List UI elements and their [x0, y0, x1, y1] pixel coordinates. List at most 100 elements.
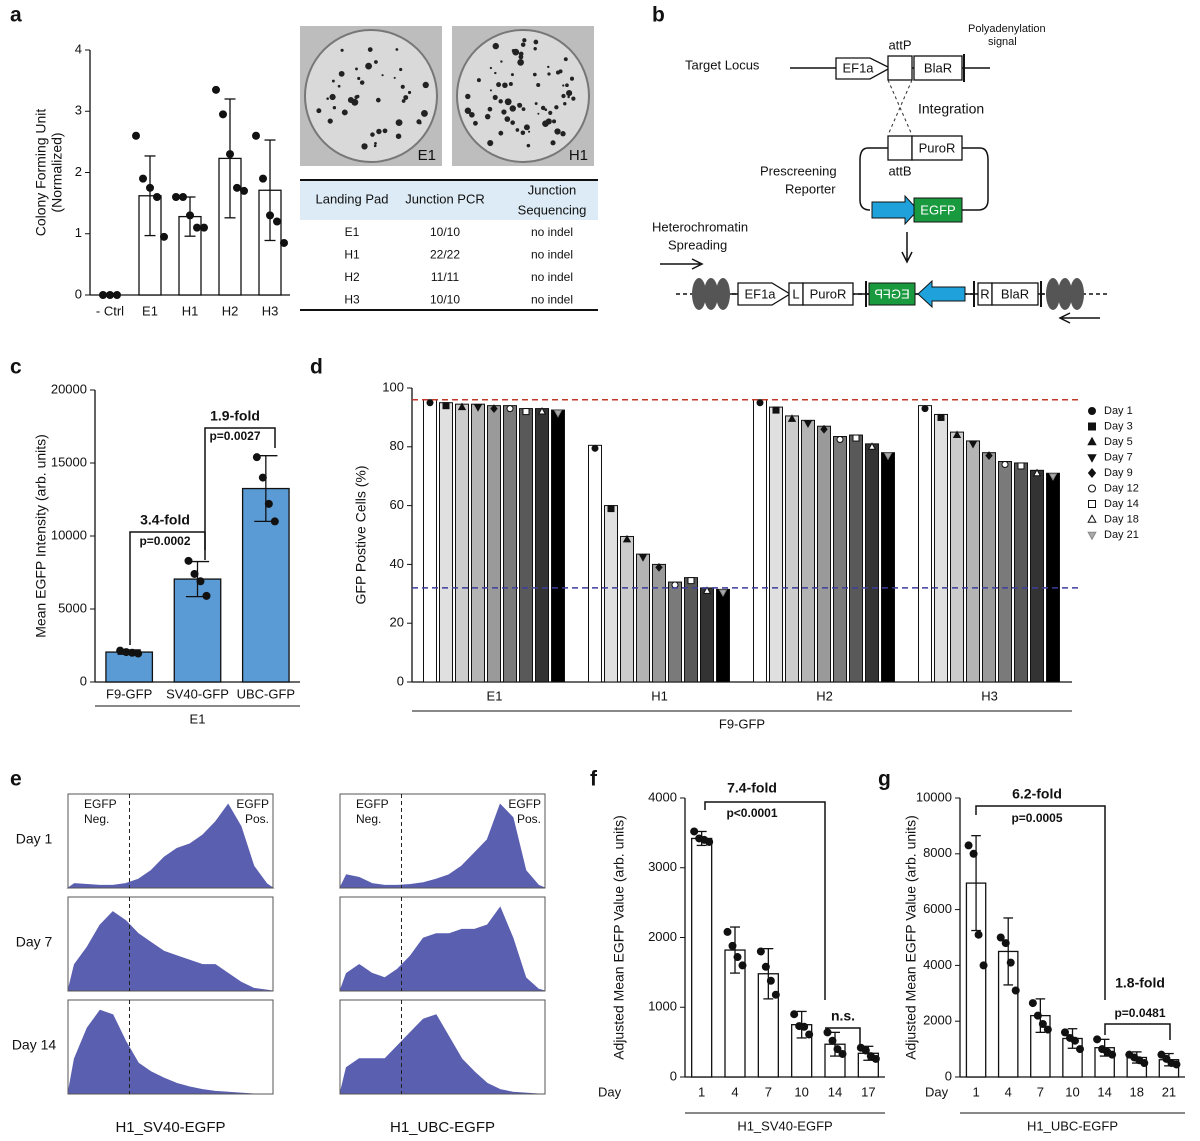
colony	[393, 76, 396, 79]
gate-label: EGFP	[84, 797, 117, 811]
data-point	[723, 927, 732, 936]
y-tick-label: 80	[390, 438, 404, 453]
colony	[316, 108, 322, 114]
data-point	[116, 646, 125, 655]
data-point	[134, 649, 143, 658]
data-point	[280, 238, 288, 247]
colony	[341, 109, 348, 116]
bar	[801, 419, 815, 683]
bar	[668, 581, 682, 683]
colony	[484, 113, 491, 120]
colony	[526, 143, 531, 148]
bar	[982, 452, 996, 683]
marker	[442, 402, 450, 410]
marker	[1088, 407, 1096, 415]
arrow	[901, 232, 913, 264]
legend-label: Day 5	[1104, 436, 1133, 448]
marker	[506, 405, 514, 413]
y-tick-label: 3	[75, 103, 82, 118]
label: BlaR	[924, 60, 952, 75]
data-point	[761, 962, 770, 971]
data-point	[805, 1030, 814, 1039]
bar	[471, 403, 485, 683]
data-point	[1108, 1050, 1117, 1059]
gate-label: EGFP	[508, 797, 541, 811]
table-cell: E1	[345, 225, 360, 239]
row-label: Day 7	[16, 934, 53, 950]
label: PuroR	[919, 140, 956, 155]
x-tick-label: H1	[651, 688, 668, 703]
marker	[852, 434, 860, 442]
x-tick-label: H3	[262, 303, 279, 318]
bar	[691, 837, 713, 1078]
label: attP	[888, 37, 911, 52]
y-axis-label: Adjusted Mean EGFP Value (arb. units)	[903, 815, 919, 1060]
frame	[339, 999, 546, 1095]
table: Landing Pad Junction PCR Junction Sequen…	[300, 179, 598, 311]
marker	[671, 581, 679, 589]
bar	[918, 405, 932, 683]
frame	[339, 896, 546, 992]
data-point	[871, 1054, 880, 1063]
data-point	[146, 183, 154, 192]
y-tick-label: 4000	[648, 789, 677, 804]
colony	[554, 105, 559, 110]
data-point	[823, 1028, 832, 1037]
marker	[803, 420, 813, 428]
data-point	[771, 990, 780, 999]
photo-label: H1	[569, 147, 588, 164]
colony	[487, 106, 493, 112]
marker	[490, 404, 498, 414]
x-prefix: Day	[598, 1084, 622, 1099]
marker	[655, 563, 663, 572]
data-point	[1028, 999, 1037, 1008]
marker	[756, 399, 764, 407]
bar	[966, 440, 980, 683]
y-tick-label: 1000	[648, 999, 677, 1014]
data-point	[733, 953, 742, 962]
bar	[604, 505, 618, 683]
marker	[968, 441, 978, 449]
frame	[67, 999, 274, 1095]
colony	[547, 65, 550, 69]
colony	[465, 93, 471, 100]
bar	[620, 535, 634, 683]
colony	[502, 82, 508, 89]
y-axis-label: Mean EGFP Intensity (arb. units)	[33, 434, 49, 638]
bar	[503, 405, 517, 683]
data-point	[99, 291, 107, 299]
marker	[622, 534, 632, 543]
legend-label: Day 3	[1104, 420, 1133, 432]
data-point	[1033, 1011, 1042, 1020]
data-point	[160, 232, 168, 241]
data-point	[1076, 1045, 1084, 1054]
y-tick-label: 0	[397, 673, 404, 688]
marker	[1087, 514, 1097, 523]
data-point	[240, 186, 248, 195]
colony	[361, 143, 368, 150]
bar	[551, 409, 565, 683]
colony	[561, 93, 566, 99]
histogram	[339, 803, 546, 889]
histogram	[67, 1009, 273, 1095]
y-tick-label: 10000	[916, 789, 952, 804]
bar	[519, 408, 533, 683]
colony	[565, 83, 569, 88]
colony	[520, 42, 526, 47]
marker	[457, 402, 467, 411]
y-tick-label: 0	[945, 1068, 952, 1083]
table-cell: H1	[344, 248, 360, 262]
bracket	[1104, 1023, 1171, 1040]
data-point	[1038, 1019, 1047, 1028]
panel-label: b	[652, 4, 665, 27]
colony	[418, 121, 422, 125]
annotation: 1.9-fold	[210, 408, 260, 424]
colony	[512, 48, 520, 56]
annotation: p=0.0002	[139, 534, 190, 548]
bar	[684, 577, 698, 683]
bar	[833, 436, 847, 683]
colony	[521, 107, 526, 111]
colony	[504, 116, 511, 122]
y-tick-label: 20000	[51, 381, 87, 396]
bar	[652, 563, 666, 683]
